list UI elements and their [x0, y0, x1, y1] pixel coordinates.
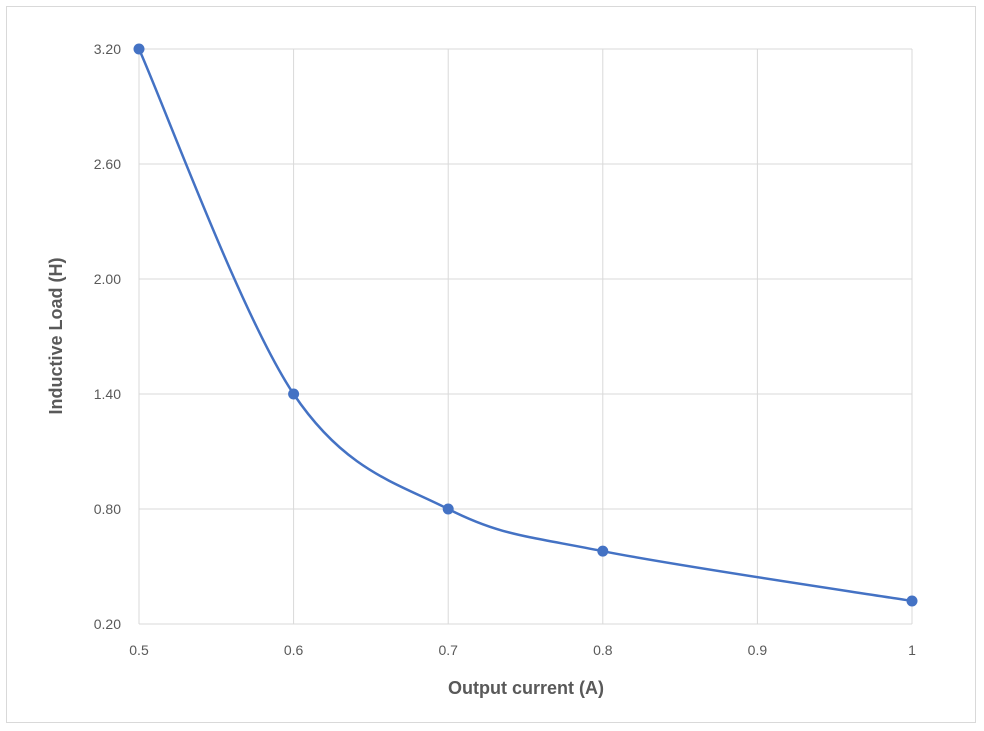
y-tick-label: 2.60: [94, 156, 121, 172]
data-point: [288, 388, 300, 400]
y-tick-label: 1.40: [94, 386, 121, 402]
chart-frame: [6, 6, 976, 723]
grid-lines: [138, 48, 913, 625]
x-tick-label: 0.7: [438, 642, 458, 658]
x-tick-label: 1: [908, 642, 916, 658]
x-tick-label: 0.6: [284, 642, 304, 658]
y-axis-title: Inductive Load (H): [46, 257, 66, 414]
x-tick-label: 0.9: [748, 642, 768, 658]
y-tick-label: 3.20: [94, 41, 121, 57]
data-point: [597, 545, 609, 557]
series-line: [137, 48, 913, 603]
y-tick-label: 0.20: [94, 616, 121, 632]
y-tick-label: 0.80: [94, 501, 121, 517]
y-tick-label: 2.00: [94, 271, 121, 287]
x-tick-label: 0.5: [129, 642, 149, 658]
x-tick-labels: 0.5 0.6 0.7 0.8 0.9 1: [129, 642, 916, 658]
x-tick-label: 0.8: [593, 642, 613, 658]
data-points: [133, 43, 918, 607]
data-point: [442, 503, 454, 515]
data-point: [906, 595, 918, 607]
data-point: [133, 43, 145, 55]
y-tick-labels: 0.20 0.80 1.40 2.00 2.60 3.20: [94, 41, 121, 632]
x-axis-title: Output current (A): [448, 678, 604, 698]
